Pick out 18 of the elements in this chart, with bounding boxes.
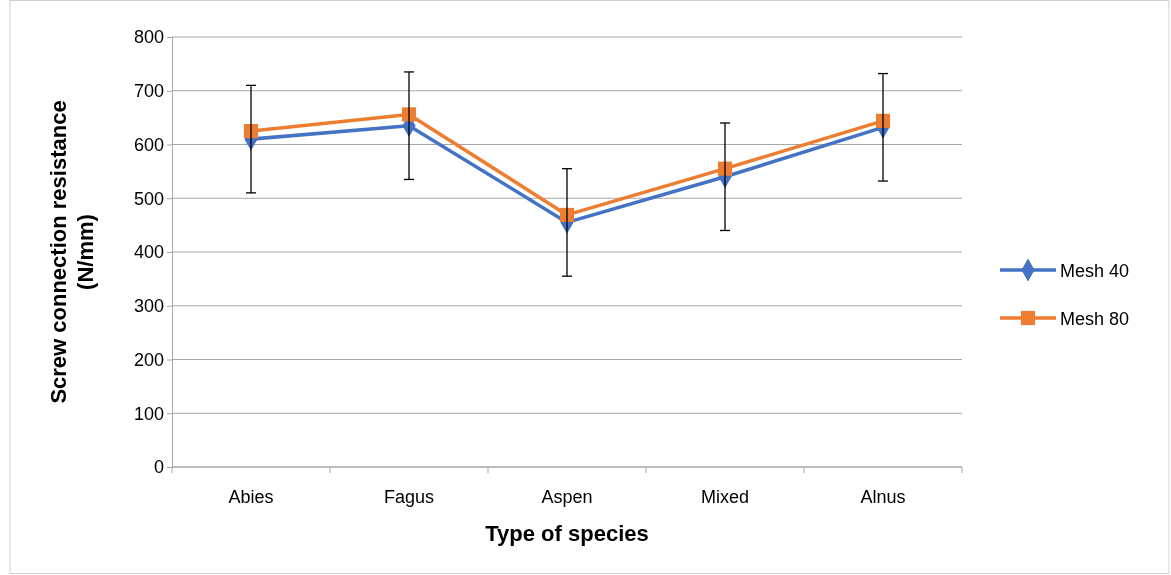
x-tick-label: Mixed xyxy=(700,487,750,507)
y-tick-label: 600 xyxy=(133,134,164,155)
x-tick-label: Abies xyxy=(228,487,274,507)
y-axis-title: Screw connection resistance (N/mm) xyxy=(46,100,98,404)
y-tick-label: 800 xyxy=(133,27,164,48)
y-tick-label: 0 xyxy=(153,457,164,478)
legend-label: Mesh 40 xyxy=(1060,261,1130,281)
x-tick-label: Fagus xyxy=(383,487,435,507)
y-tick-label: 400 xyxy=(133,242,164,263)
x-axis-title: Type of species xyxy=(485,521,649,546)
x-tick-label: Aspen xyxy=(541,487,593,507)
y-tick-label: 500 xyxy=(133,188,164,209)
y-tick-label: 100 xyxy=(133,403,164,424)
x-tick-label: Alnus xyxy=(860,487,906,507)
legend-label: Mesh 80 xyxy=(1060,309,1130,329)
y-tick-label: 300 xyxy=(133,296,164,317)
y-tick-label: 700 xyxy=(133,81,164,102)
y-tick-label: 200 xyxy=(133,349,164,370)
